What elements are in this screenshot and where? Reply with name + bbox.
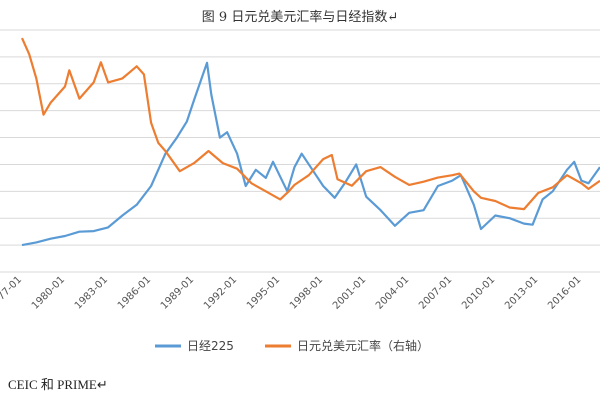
series-line-1 <box>20 37 600 211</box>
grid <box>0 29 600 273</box>
x-tick-label: 2007-01 <box>417 274 454 311</box>
x-tick-label: 2001-01 <box>331 274 368 311</box>
source-note: CEIC 和 PRIME↵ <box>8 377 108 392</box>
chart-title: 图 9 日元兑美元汇率与日经指数↵ <box>201 10 399 25</box>
legend: 日经225 日元兑美元汇率（右轴） <box>155 338 429 353</box>
x-tick-label: 2013-01 <box>503 274 540 311</box>
x-tick-label: 1980-01 <box>30 274 67 311</box>
x-tick-label: 2004-01 <box>374 274 411 311</box>
x-tick-label: 1989-01 <box>159 274 196 311</box>
x-tick-label: 1983-01 <box>73 274 110 311</box>
series-line-0 <box>21 61 600 247</box>
x-tick-label: 1986-01 <box>116 274 153 311</box>
x-tick-label: 1992-01 <box>202 274 239 311</box>
x-tick-label: 2010-01 <box>460 274 497 311</box>
x-tick-label: 1998-01 <box>288 274 325 311</box>
legend-label-0: 日经225 <box>187 339 234 353</box>
series-lines <box>20 37 600 247</box>
x-axis: 1977-01 1980-01 1983-01 1986-01 1989-01 1992-… <box>0 274 583 311</box>
x-tick-label: 1977-01 <box>0 274 24 311</box>
x-tick-label: 1995-01 <box>245 274 282 311</box>
legend-label-1: 日元兑美元汇率（右轴） <box>297 338 429 353</box>
x-tick-label: 2016-01 <box>546 274 583 311</box>
